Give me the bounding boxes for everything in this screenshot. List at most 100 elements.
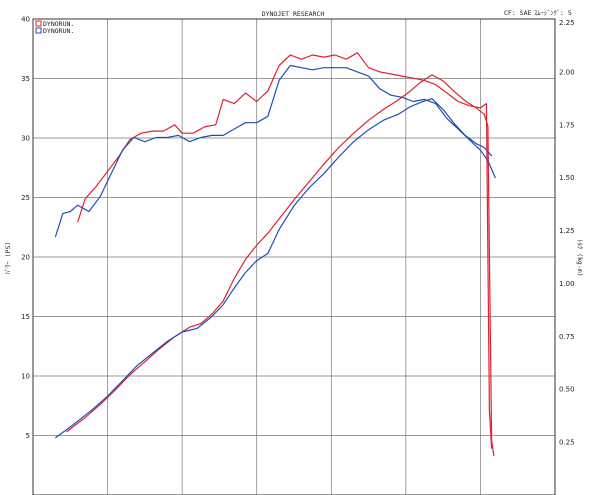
data-point (77, 204, 79, 206)
y2-tick-label: 2.00 (559, 68, 575, 76)
data-point (200, 323, 202, 324)
data-point (398, 113, 399, 115)
series-layer (54, 52, 496, 457)
data-point (308, 187, 310, 189)
data-point (412, 101, 414, 102)
y2-tick-label: 0.25 (559, 439, 575, 447)
data-point (92, 408, 94, 410)
data-point (357, 52, 358, 54)
data-point (278, 218, 280, 220)
data-point (312, 69, 313, 71)
data-point (446, 118, 448, 119)
data-point (357, 71, 358, 73)
data-point (431, 74, 433, 76)
data-point (453, 123, 455, 125)
data-point (88, 211, 90, 212)
y-tick-label: 5 (26, 432, 30, 440)
data-point (129, 374, 131, 376)
data-point (245, 122, 246, 124)
data-point (55, 437, 56, 439)
tick-labels: 5 10 15 20 25 30 35 40 0.25 0.50 0.75 1.00 1.25 1.50 1… (21, 16, 575, 447)
data-point (133, 137, 135, 138)
data-point (233, 278, 235, 279)
data-point (256, 244, 258, 246)
data-point (483, 113, 485, 115)
data-point (140, 132, 142, 134)
data-point (222, 304, 224, 305)
data-point (84, 198, 86, 200)
data-point (480, 107, 481, 109)
data-point (401, 75, 403, 77)
data-point (446, 92, 448, 94)
data-point (465, 100, 466, 102)
data-point (457, 101, 459, 102)
data-point (189, 326, 191, 328)
data-point (181, 132, 183, 134)
data-point (267, 253, 269, 254)
correction-factor: CF: SAE (504, 9, 531, 17)
y2-axis-title: ﾄﾙｸ (kg-m) (576, 239, 584, 276)
data-point (55, 236, 56, 238)
series-power-blue (55, 98, 493, 439)
series-torque-red (77, 52, 493, 449)
data-point (245, 272, 246, 273)
y2-tick-label: 1.50 (559, 174, 575, 182)
data-point (334, 54, 336, 56)
data-point (77, 221, 79, 223)
legend-swatch-blue (35, 27, 42, 34)
y-tick-label: 15 (21, 313, 30, 321)
data-point (487, 160, 489, 162)
data-point (151, 130, 153, 132)
data-point (122, 149, 123, 151)
data-point (486, 103, 487, 104)
data-point (278, 229, 280, 231)
data-point (379, 88, 381, 90)
data-point (480, 149, 481, 151)
data-point (84, 417, 86, 418)
data-point (301, 58, 302, 60)
data-point (409, 91, 410, 92)
data-point (368, 75, 369, 77)
data-point (99, 196, 101, 198)
data-point (211, 313, 213, 315)
data-point (110, 173, 112, 174)
data-point (137, 364, 138, 366)
data-point (245, 259, 246, 260)
data-point (390, 94, 392, 96)
data-point (457, 128, 459, 130)
data-point (267, 232, 269, 234)
data-point (77, 420, 79, 422)
grid (33, 19, 555, 495)
y2-tick-label: 1.25 (559, 227, 575, 235)
data-point (379, 71, 381, 73)
data-point (420, 101, 422, 103)
data-point (233, 103, 235, 104)
data-point (368, 119, 369, 121)
data-point (222, 99, 224, 100)
legend: DYNORUN. DYNORUN. (35, 20, 74, 35)
data-point (166, 137, 168, 138)
data-point (122, 380, 123, 382)
data-point (222, 135, 224, 136)
smoothing-setting: ｽﾑｰｼﾞﾝｸﾞ: 5 (534, 9, 572, 17)
data-point (398, 99, 399, 101)
y2-tick-label: 0.75 (559, 333, 575, 341)
chart-title: DYNOJET RESEARCH (262, 10, 325, 18)
data-point (107, 395, 108, 397)
data-point (301, 67, 302, 69)
y-tick-label: 20 (21, 254, 30, 262)
data-point (468, 105, 470, 107)
data-point (200, 137, 202, 138)
y2-tick-label: 1.00 (559, 280, 575, 288)
data-point (293, 199, 295, 201)
data-point (431, 98, 433, 100)
data-point (401, 96, 403, 98)
data-point (424, 99, 425, 100)
data-point (289, 54, 291, 56)
data-point (323, 56, 325, 58)
data-point (390, 73, 392, 75)
plot-frame (32, 18, 556, 495)
data-point (151, 353, 153, 354)
data-point (204, 126, 205, 128)
